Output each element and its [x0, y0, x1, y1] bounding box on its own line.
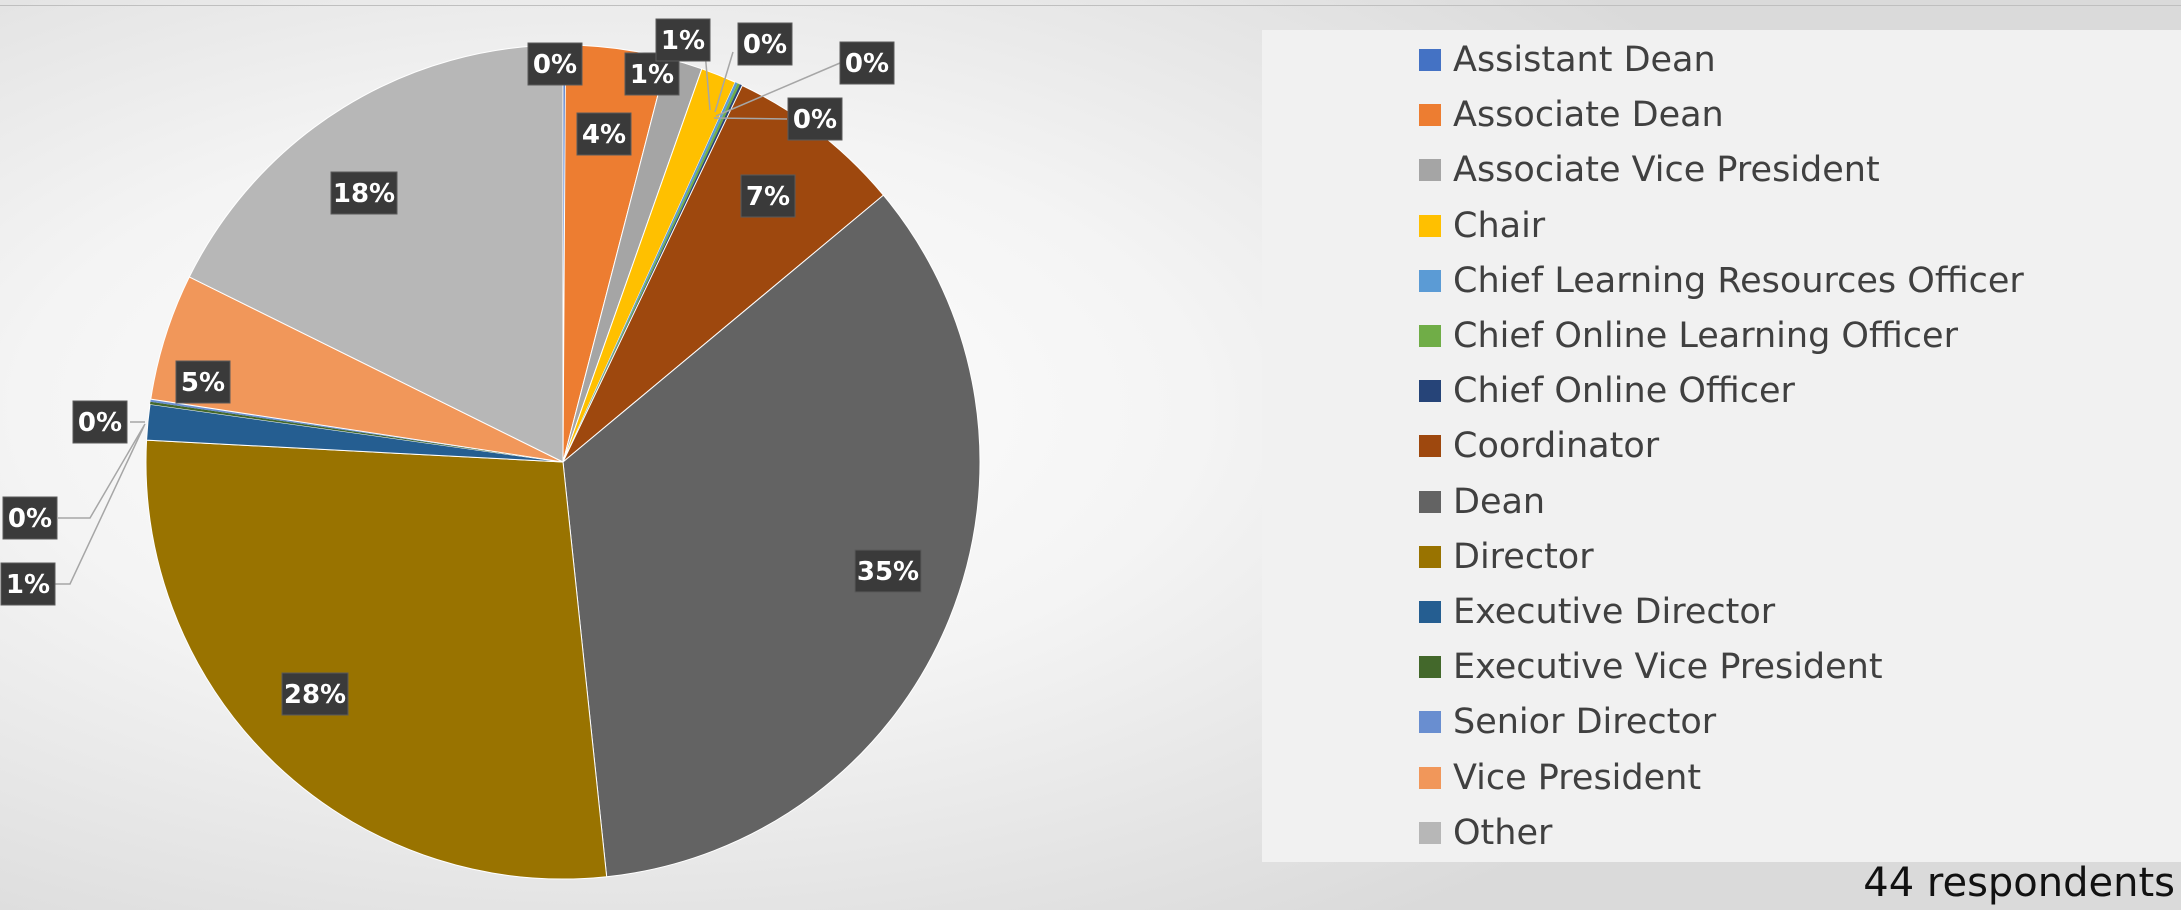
legend-swatch-assistant-dean — [1419, 49, 1441, 71]
leader-line-chief-online-learning-officer — [715, 62, 841, 117]
svg-text:1%: 1% — [661, 26, 705, 56]
data-label-chief-online-officer: 0% — [787, 97, 843, 141]
svg-text:28%: 28% — [284, 680, 346, 710]
data-label-dean: 35% — [854, 549, 922, 593]
pie-slice-chief-online-learning-officer — [563, 83, 740, 462]
svg-text:0%: 0% — [743, 30, 787, 60]
legend-swatch-other — [1419, 821, 1441, 844]
legend-label-dean: Dean — [1453, 481, 1546, 522]
data-label-chief-learning-resources-officer: 0% — [737, 22, 793, 66]
legend-swatch-chief-learning-resources-officer — [1419, 269, 1441, 292]
top-border-line — [0, 5, 2181, 6]
data-label-director: 28% — [281, 672, 349, 716]
legend-swatch-associate-vice-president — [1419, 159, 1441, 182]
pie-slice-executive-vice-president — [150, 401, 563, 462]
legend-swatch-executive-director — [1419, 601, 1441, 623]
legend-swatch-vice-president — [1419, 766, 1441, 789]
legend-label-chief-learning-resources-officer: Chief Learning Resources Officer — [1453, 260, 2024, 301]
svg-text:0%: 0% — [845, 49, 889, 79]
legend: Assistant Dean Associate Dean Associate Vi… — [1262, 30, 2181, 862]
legend-label-senior-director: Senior Director — [1453, 702, 1717, 743]
pie-slices — [145, 44, 981, 880]
svg-text:7%: 7% — [746, 182, 790, 212]
legend-swatch-chief-online-learning-officer — [1419, 325, 1441, 347]
legend-swatch-chair — [1419, 214, 1441, 237]
data-label-senior-director: 0% — [72, 400, 128, 444]
legend-label-chief-online-learning-officer: Chief Online Learning Officer — [1453, 316, 1958, 356]
data-label-coordinator: 7% — [740, 174, 796, 218]
legend-swatch-senior-director — [1419, 711, 1441, 734]
legend-label-executive-vice-president: Executive Vice President — [1453, 647, 1883, 688]
legend-swatch-director — [1419, 545, 1441, 568]
svg-text:1%: 1% — [6, 570, 50, 600]
legend-swatch-coordinator — [1419, 435, 1441, 458]
pie-slice-director — [145, 439, 608, 880]
legend-label-coordinator: Coordinator — [1453, 426, 1660, 467]
leader-line-chair — [704, 51, 711, 111]
legend-swatch-executive-vice-president — [1419, 656, 1441, 679]
leader-line-executive-vice-president — [58, 423, 146, 519]
svg-text:18%: 18% — [333, 179, 395, 209]
legend-label-director: Director — [1453, 536, 1594, 577]
legend-swatch-dean — [1419, 490, 1441, 513]
leader-line-chief-learning-resources-officer — [714, 51, 734, 113]
pie-slice-executive-director — [146, 403, 564, 463]
data-labels: 0%4%1%1% 0%0%0%7%35%28%1%0%0%5%18% — [0, 18, 922, 716]
svg-text:1%: 1% — [630, 60, 674, 90]
svg-text:35%: 35% — [857, 557, 919, 587]
legend-label-executive-director: Executive Director — [1453, 592, 1776, 632]
pie-slice-chief-learning-resources-officer — [563, 82, 738, 462]
data-label-other: 18% — [330, 171, 398, 215]
pie-slice-other — [188, 44, 564, 463]
respondents-count: 44 respondents — [1863, 860, 2175, 906]
pie-chart: 0%4%1%1% 0%0%0%7%35%28%1%0%0%5%18% — [0, 18, 981, 880]
legend-swatch-chief-online-officer — [1419, 380, 1441, 403]
data-label-executive-director: 1% — [0, 562, 56, 606]
pie-slice-dean — [562, 194, 981, 878]
legend-label-chief-online-officer: Chief Online Officer — [1453, 371, 1795, 412]
legend-label-associate-vice-president: Associate Vice President — [1453, 150, 1880, 191]
legend-swatch-associate-dean — [1419, 104, 1441, 127]
svg-text:5%: 5% — [181, 368, 225, 398]
svg-text:0%: 0% — [78, 408, 122, 438]
leader-line-chief-online-officer — [713, 117, 788, 120]
data-label-executive-vice-president: 0% — [2, 496, 58, 540]
legend-label-associate-dean: Associate Dean — [1453, 95, 1724, 136]
svg-text:0%: 0% — [8, 504, 52, 534]
data-label-assistant-dean: 0% — [527, 42, 583, 86]
pie-slice-chair — [562, 68, 736, 463]
svg-text:0%: 0% — [533, 50, 577, 80]
data-label-chair: 1% — [655, 18, 711, 62]
data-label-chief-online-learning-officer: 0% — [839, 41, 895, 85]
legend-label-other: Other — [1453, 812, 1553, 853]
legend-label-assistant-dean: Assistant Dean — [1453, 40, 1716, 80]
svg-text:4%: 4% — [582, 120, 626, 150]
data-label-associate-dean: 4% — [576, 112, 632, 156]
legend-label-chair: Chair — [1453, 205, 1546, 246]
svg-text:0%: 0% — [793, 105, 837, 135]
legend-label-vice-president: Vice President — [1453, 757, 1702, 798]
data-label-vice-president: 5% — [175, 360, 231, 404]
